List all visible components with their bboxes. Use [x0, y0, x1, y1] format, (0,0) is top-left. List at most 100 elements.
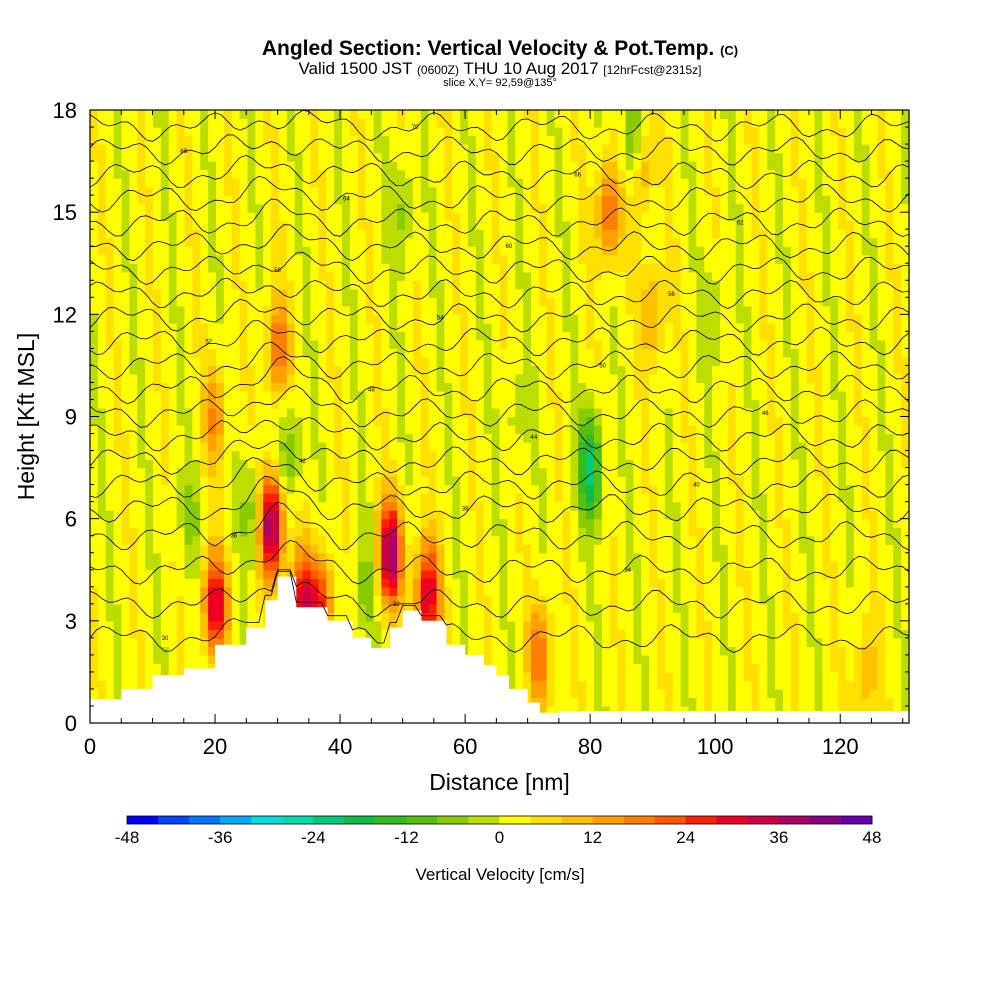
field-cell	[294, 144, 304, 154]
field-cell	[483, 118, 493, 128]
field-cell	[294, 518, 304, 528]
field-cell	[129, 586, 138, 596]
field-cell	[208, 510, 217, 520]
field-cell	[349, 373, 359, 384]
field-cell	[326, 356, 335, 367]
field-cell	[373, 322, 382, 332]
field-cell	[538, 680, 548, 690]
field-cell	[609, 493, 619, 503]
field-cell	[570, 127, 579, 137]
field-cell	[105, 603, 115, 613]
field-cell	[200, 186, 209, 196]
field-cell	[412, 535, 422, 545]
field-cell	[97, 680, 107, 690]
field-cell	[105, 263, 115, 273]
field-cell	[538, 493, 548, 503]
field-cell	[609, 220, 619, 230]
field-cell	[216, 322, 225, 332]
field-cell	[475, 356, 485, 367]
field-cell	[176, 280, 186, 290]
field-cell	[326, 603, 335, 613]
field-cell	[609, 705, 619, 716]
field-cell	[223, 220, 233, 230]
field-cell	[145, 288, 154, 298]
field-cell	[570, 586, 579, 596]
field-cell	[570, 527, 579, 537]
field-cell	[160, 161, 170, 171]
field-cell	[239, 425, 249, 435]
field-cell	[255, 280, 264, 290]
field-cell	[436, 271, 445, 281]
field-cell	[515, 152, 524, 162]
field-cell	[302, 544, 312, 554]
field-cell	[397, 356, 406, 367]
field-cell	[381, 322, 390, 332]
field-cell	[578, 552, 587, 562]
field-cell	[231, 518, 241, 528]
field-cell	[137, 646, 146, 656]
field-cell	[578, 169, 587, 179]
field-cell	[279, 484, 288, 494]
field-cell	[121, 493, 130, 503]
field-cell	[247, 365, 256, 375]
field-cell	[428, 322, 438, 332]
field-cell	[208, 646, 217, 656]
field-cell	[334, 178, 343, 188]
field-cell	[625, 646, 634, 656]
field-cell	[428, 544, 438, 554]
field-cell	[216, 288, 225, 298]
field-cell	[515, 186, 524, 196]
field-cell	[121, 425, 130, 435]
field-cell	[168, 646, 178, 656]
field-cell	[538, 390, 548, 401]
field-cell	[420, 586, 430, 596]
field-cell	[168, 356, 178, 367]
field-cell	[184, 433, 193, 443]
field-cell	[397, 229, 406, 239]
field-cell	[200, 612, 209, 622]
field-cell	[365, 416, 375, 426]
field-cell	[389, 416, 398, 426]
field-cell	[625, 305, 634, 315]
field-cell	[279, 467, 288, 477]
field-cell	[145, 416, 154, 426]
field-cell	[523, 331, 532, 341]
field-cell	[554, 297, 564, 307]
field-cell	[491, 569, 501, 579]
field-cell	[601, 671, 611, 682]
field-cell	[153, 629, 162, 639]
field-cell	[239, 399, 249, 409]
field-cell	[570, 314, 579, 324]
field-cell	[562, 365, 571, 375]
field-cell	[507, 493, 516, 503]
field-cell	[405, 407, 414, 418]
field-cell	[255, 612, 264, 622]
field-cell	[105, 535, 115, 545]
field-cell	[349, 518, 359, 528]
field-cell	[168, 476, 178, 486]
field-cell	[507, 237, 516, 247]
field-cell	[239, 263, 249, 273]
field-cell	[365, 578, 375, 588]
field-cell	[145, 186, 154, 196]
field-cell	[121, 356, 130, 367]
field-cell	[342, 586, 351, 596]
field-cell	[531, 229, 540, 239]
field-cell	[286, 501, 296, 511]
field-cell	[515, 127, 524, 137]
field-cell	[342, 288, 351, 298]
field-cell	[231, 569, 241, 579]
field-cell	[334, 212, 343, 222]
field-cell	[247, 433, 256, 443]
field-cell	[216, 578, 225, 588]
field-cell	[105, 544, 115, 554]
field-cell	[200, 484, 209, 494]
field-cell	[420, 603, 430, 613]
field-cell	[208, 271, 217, 281]
field-cell	[546, 280, 556, 290]
field-cell	[271, 118, 280, 128]
field-cell	[302, 425, 312, 435]
field-cell	[625, 144, 634, 154]
field-cell	[208, 314, 217, 324]
field-cell	[137, 135, 146, 145]
